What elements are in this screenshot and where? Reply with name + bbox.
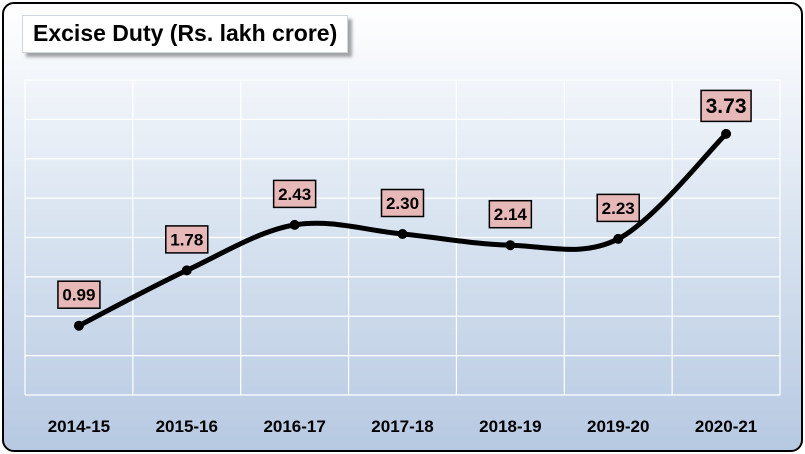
data-label-box xyxy=(165,225,209,254)
data-labels: 0.99 1.78 2.43 2.30 2.14 2.23 3.73 xyxy=(57,89,752,309)
data-point-2017-18 xyxy=(397,229,408,239)
x-tick-label: 2018-19 xyxy=(479,417,541,436)
data-label-text: 0.99 xyxy=(62,286,95,305)
data-label-text: 2.43 xyxy=(278,185,311,204)
data-label-box xyxy=(380,188,425,218)
x-tick-label: 2014-15 xyxy=(48,417,110,436)
data-label-2015-16: 1.78 xyxy=(165,225,209,254)
data-label-text: 2.14 xyxy=(494,205,528,224)
data-label-box xyxy=(57,280,101,309)
data-point-2019-20 xyxy=(613,233,624,244)
data-label-2017-18: 2.30 xyxy=(380,188,425,218)
data-label-text: 3.73 xyxy=(706,95,747,118)
chart-title: Excise Duty (Rs. lakh crore) xyxy=(22,15,349,53)
data-point-2014-15 xyxy=(73,320,84,331)
data-label-box xyxy=(596,193,640,223)
x-tick-label: 2019-20 xyxy=(587,417,649,436)
series-line-group xyxy=(73,128,732,331)
data-label-text: 2.23 xyxy=(602,199,635,218)
x-tick-label: 2020-21 xyxy=(695,417,757,436)
data-label-box xyxy=(700,89,752,123)
data-label-2016-17: 2.43 xyxy=(272,179,317,209)
x-tick-label: 2017-18 xyxy=(371,417,433,436)
x-axis-ticks: 2014-15 2015-16 2016-17 2017-18 2018-19 2019-… xyxy=(48,417,758,436)
data-label-2018-19: 2.14 xyxy=(488,199,533,229)
data-label-2014-15: 0.99 xyxy=(57,280,101,309)
data-point-2020-21 xyxy=(721,128,732,139)
data-label-box xyxy=(488,199,533,229)
x-tick-label: 2015-16 xyxy=(156,417,218,436)
data-label-text: 1.78 xyxy=(170,230,203,249)
gridlines xyxy=(24,79,781,396)
data-label-2020-21: 3.73 xyxy=(700,89,752,123)
data-point-2016-17 xyxy=(289,219,300,230)
data-label-box xyxy=(272,179,317,209)
x-tick-label: 2016-17 xyxy=(263,417,325,436)
data-point-2015-16 xyxy=(181,265,192,276)
data-point-2018-19 xyxy=(505,240,516,251)
data-label-2019-20: 2.23 xyxy=(596,193,640,223)
data-label-text: 2.30 xyxy=(386,194,419,213)
